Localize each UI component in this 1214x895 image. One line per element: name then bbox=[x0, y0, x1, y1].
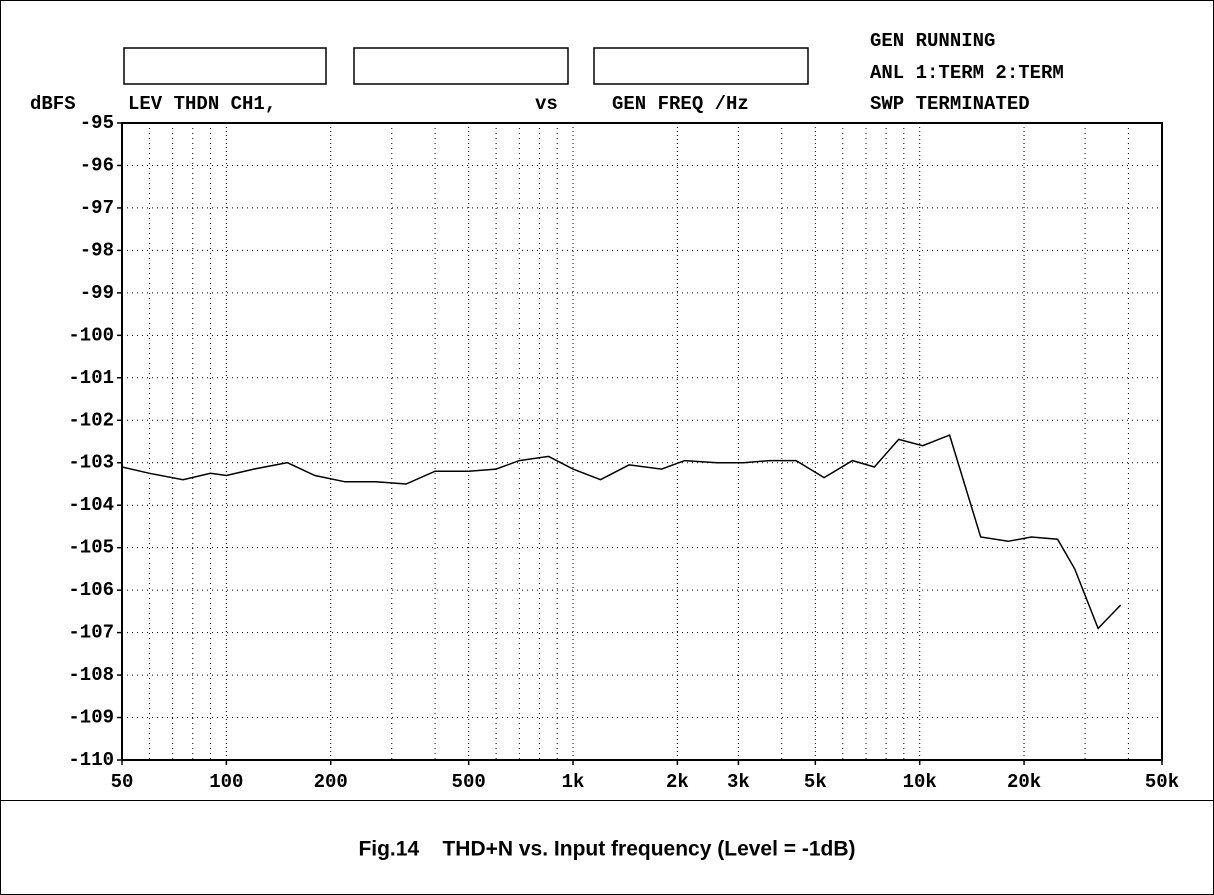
data-line bbox=[121, 434, 1122, 630]
y-tick-label: -108 bbox=[68, 664, 114, 686]
x-tick-label: 50 bbox=[111, 771, 134, 793]
x-tick-label: 2k bbox=[666, 771, 689, 793]
x-tick-label: 20k bbox=[1007, 771, 1041, 793]
y-tick-label: -110 bbox=[68, 749, 114, 771]
x-tick-label: 500 bbox=[452, 771, 486, 793]
y-tick-label: -106 bbox=[68, 579, 114, 601]
x-tick-label: 10k bbox=[903, 771, 937, 793]
status-line: ANL 1:TERM 2:TERM bbox=[870, 62, 1064, 84]
y-tick-label: -101 bbox=[68, 367, 114, 389]
caption: Fig.14 THD+N vs. Input frequency (Level … bbox=[358, 838, 855, 861]
y-tick-label: -103 bbox=[68, 452, 114, 474]
y-tick-label: -99 bbox=[80, 282, 114, 304]
y-tick-label: -104 bbox=[68, 494, 114, 516]
x-tick-label: 5k bbox=[804, 771, 827, 793]
y-tick-label: -109 bbox=[68, 707, 114, 729]
y-tick-label: -96 bbox=[80, 154, 114, 176]
x-tick-label: 3k bbox=[727, 771, 750, 793]
header-vs: vs bbox=[535, 93, 558, 115]
status-line: SWP TERMINATED bbox=[870, 93, 1030, 115]
caption-box bbox=[0, 800, 1214, 895]
y-tick-label: -105 bbox=[68, 537, 114, 559]
header-measure: LEV THDN CH1, bbox=[128, 93, 276, 115]
y-tick-label: -97 bbox=[80, 197, 114, 219]
status-line: GEN RUNNING bbox=[870, 30, 995, 52]
y-tick-label: -100 bbox=[68, 324, 114, 346]
header-sweep: GEN FREQ /Hz bbox=[612, 93, 749, 115]
x-tick-label: 1k bbox=[562, 771, 585, 793]
y-tick-label: -98 bbox=[80, 239, 114, 261]
header-box bbox=[123, 47, 327, 85]
header-box bbox=[353, 47, 569, 85]
y-tick-label: -102 bbox=[68, 409, 114, 431]
x-tick-label: 50k bbox=[1145, 771, 1179, 793]
x-tick-label: 200 bbox=[314, 771, 348, 793]
header-box bbox=[593, 47, 809, 85]
plot-area bbox=[121, 122, 1163, 761]
y-tick-label: -95 bbox=[80, 112, 114, 134]
y-tick-label: -107 bbox=[68, 622, 114, 644]
y-unit: dBFS bbox=[30, 93, 76, 115]
x-tick-label: 100 bbox=[209, 771, 243, 793]
